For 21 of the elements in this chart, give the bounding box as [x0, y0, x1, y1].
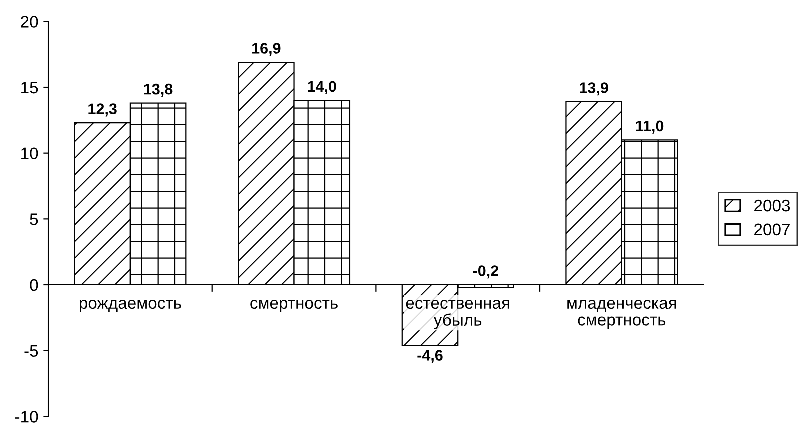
data-label: -0,2 — [473, 266, 498, 279]
x-tick-label: смертность — [250, 300, 338, 312]
legend-label: 2003 — [754, 200, 790, 212]
data-label: 11,0 — [636, 120, 664, 134]
x-tick-label: рождаемость — [80, 300, 182, 312]
y-tick-label: 20 — [21, 16, 38, 28]
y-tick-label: 15 — [22, 82, 38, 94]
data-label: 14,0 — [308, 81, 336, 94]
y-tick-label: 5 — [30, 214, 38, 226]
legend-label: 2007 — [754, 224, 790, 236]
data-label: 13,8 — [144, 84, 173, 97]
y-tick-label: 0 — [30, 279, 38, 292]
y-tick-label: -10 — [15, 411, 38, 423]
x-tick-label: естественная убыль — [406, 300, 510, 330]
y-tick-label: 10 — [22, 148, 38, 160]
y-tick-label: -5 — [24, 345, 38, 358]
x-tick-label: младенческая смертность — [568, 300, 676, 330]
data-label: 16,9 — [252, 43, 281, 56]
data-label: 12,3 — [88, 104, 117, 117]
data-label: -4,6 — [418, 350, 443, 364]
data-label: 13,9 — [580, 82, 608, 96]
